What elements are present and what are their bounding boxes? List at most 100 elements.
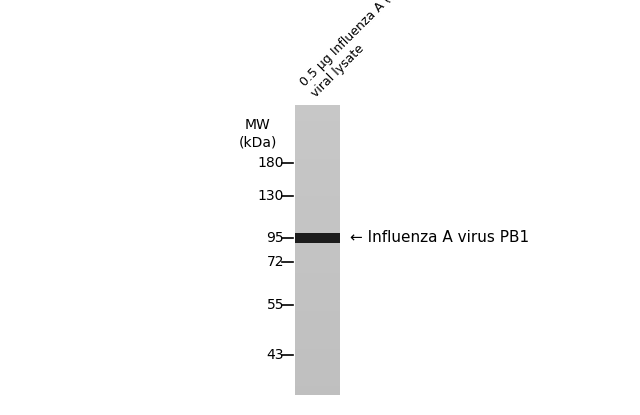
Bar — [295, 157, 340, 159]
Bar — [295, 317, 340, 319]
Bar — [295, 214, 340, 216]
Bar — [295, 324, 340, 326]
Bar — [295, 343, 340, 345]
Bar — [295, 118, 340, 120]
Bar — [295, 383, 340, 386]
Text: 55: 55 — [266, 298, 284, 312]
Bar — [295, 375, 340, 377]
Bar — [295, 198, 340, 200]
Bar — [295, 385, 340, 387]
Bar — [295, 353, 340, 355]
Bar — [295, 202, 340, 204]
Bar — [295, 283, 340, 285]
Bar — [295, 109, 340, 111]
Bar — [295, 372, 340, 374]
Bar — [295, 273, 340, 275]
Bar — [295, 293, 340, 295]
Bar — [295, 339, 340, 340]
Bar — [295, 207, 340, 208]
Bar — [295, 149, 340, 151]
Bar — [295, 305, 340, 307]
Bar — [295, 249, 340, 251]
Bar — [295, 227, 340, 229]
Bar — [295, 125, 340, 127]
Bar — [295, 315, 340, 317]
Bar — [295, 292, 340, 294]
Bar — [295, 212, 340, 214]
Bar — [295, 178, 340, 179]
Bar — [295, 393, 340, 395]
Bar — [295, 342, 340, 343]
Bar — [295, 352, 340, 354]
Bar — [295, 257, 340, 259]
Bar — [295, 256, 340, 258]
Bar — [295, 222, 340, 225]
Bar — [295, 363, 340, 365]
Bar — [295, 295, 340, 297]
Bar — [295, 176, 340, 178]
Bar — [295, 360, 340, 362]
Text: 43: 43 — [266, 348, 284, 362]
Bar — [295, 279, 340, 281]
Bar — [295, 117, 340, 119]
Bar — [295, 150, 340, 152]
Bar — [295, 388, 340, 390]
Bar — [295, 218, 340, 220]
Bar — [295, 285, 340, 287]
Bar — [295, 121, 340, 123]
Bar — [295, 267, 340, 269]
Bar — [295, 308, 340, 310]
Bar — [295, 112, 340, 114]
Bar — [295, 183, 340, 185]
Bar — [295, 185, 340, 187]
Bar — [295, 370, 340, 372]
Bar — [295, 344, 340, 346]
Bar — [295, 350, 340, 352]
Text: 95: 95 — [266, 231, 284, 245]
Bar — [295, 378, 340, 380]
Text: 130: 130 — [258, 189, 284, 203]
Text: 72: 72 — [266, 255, 284, 269]
Bar — [295, 373, 340, 375]
Bar — [295, 199, 340, 201]
Bar — [295, 333, 340, 334]
Bar — [295, 179, 340, 181]
Bar — [295, 147, 340, 149]
Bar — [295, 314, 340, 316]
Bar — [295, 321, 340, 323]
Bar — [295, 204, 340, 205]
Bar — [295, 124, 340, 126]
Bar — [295, 115, 340, 117]
Bar — [295, 376, 340, 378]
Bar — [295, 129, 340, 132]
Bar — [295, 224, 340, 226]
Bar — [295, 143, 340, 145]
Bar — [295, 221, 340, 223]
Bar — [295, 175, 340, 176]
Bar — [295, 250, 340, 252]
Bar — [295, 281, 340, 282]
Bar — [295, 389, 340, 391]
Bar — [295, 166, 340, 168]
Bar — [295, 246, 340, 248]
Bar — [295, 359, 340, 361]
Bar — [295, 229, 340, 232]
Bar — [295, 167, 340, 169]
Bar — [295, 195, 340, 197]
Bar — [295, 169, 340, 171]
Bar — [295, 114, 340, 116]
Bar — [295, 299, 340, 301]
Bar — [295, 347, 340, 349]
Text: MW
(kDa): MW (kDa) — [239, 118, 277, 149]
Bar — [295, 379, 340, 381]
Bar — [295, 238, 340, 240]
Bar — [295, 234, 340, 236]
Bar — [295, 356, 340, 358]
Bar — [295, 369, 340, 371]
Bar — [295, 233, 340, 243]
Bar — [295, 140, 340, 142]
Bar — [295, 336, 340, 337]
Bar — [295, 247, 340, 249]
Bar — [295, 196, 340, 198]
Bar — [295, 240, 340, 242]
